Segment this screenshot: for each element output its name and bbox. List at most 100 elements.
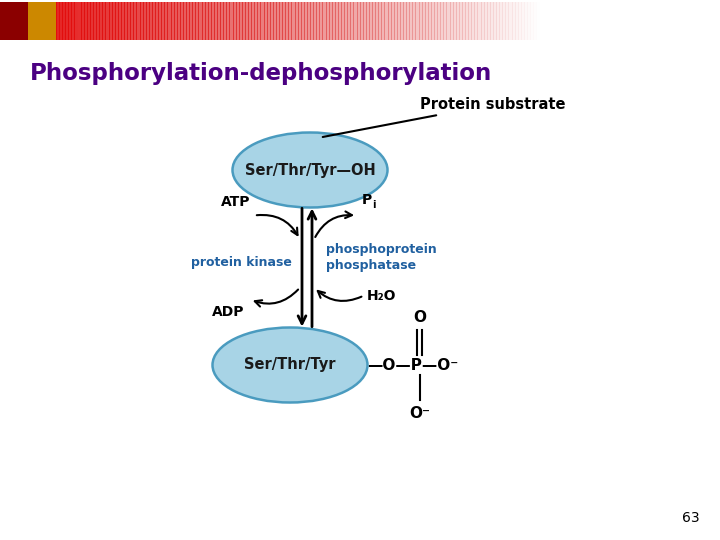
Bar [171, 2, 174, 40]
Bar [490, 2, 494, 40]
Bar [341, 2, 345, 40]
Bar [223, 2, 228, 40]
Bar [192, 2, 197, 40]
Bar [118, 2, 122, 40]
Bar [248, 2, 252, 40]
Bar [332, 2, 336, 40]
Text: protein kinase: protein kinase [191, 256, 292, 269]
Bar [220, 2, 224, 40]
Bar [363, 2, 366, 40]
Bar [180, 2, 184, 40]
Bar [468, 2, 472, 40]
Bar [140, 2, 143, 40]
Bar [508, 2, 513, 40]
Bar [471, 2, 475, 40]
Bar [0, 2, 4, 40]
Bar [437, 2, 441, 40]
Bar [480, 2, 485, 40]
Bar [319, 2, 323, 40]
Bar [74, 2, 78, 40]
Ellipse shape [233, 132, 387, 207]
Bar [608, 2, 612, 40]
Text: O⁻: O⁻ [409, 406, 430, 421]
Bar [539, 2, 544, 40]
Bar [230, 2, 233, 40]
Bar [145, 2, 150, 40]
Bar [28, 2, 56, 40]
Bar [186, 2, 190, 40]
Bar [279, 2, 283, 40]
Bar [592, 2, 596, 40]
Bar [536, 2, 541, 40]
Bar [59, 2, 63, 40]
Bar [328, 2, 333, 40]
Bar [233, 2, 237, 40]
Bar [90, 2, 94, 40]
Bar [43, 2, 48, 40]
Bar [415, 2, 420, 40]
Bar [434, 2, 438, 40]
Bar [251, 2, 255, 40]
Bar [149, 2, 153, 40]
Bar [167, 2, 171, 40]
Bar [81, 2, 85, 40]
Bar [294, 2, 299, 40]
Bar [409, 2, 413, 40]
Bar [601, 2, 606, 40]
Bar [595, 2, 599, 40]
Bar [555, 2, 559, 40]
Bar [121, 2, 125, 40]
Bar [313, 2, 318, 40]
Bar [378, 2, 382, 40]
Bar [354, 2, 358, 40]
Bar [446, 2, 451, 40]
Text: Protein substrate: Protein substrate [323, 97, 565, 137]
Text: ADP: ADP [212, 306, 244, 320]
Bar [78, 2, 81, 40]
Bar [542, 2, 546, 40]
Bar [582, 2, 587, 40]
Bar [511, 2, 516, 40]
Text: ATP: ATP [220, 195, 250, 210]
Bar [9, 2, 14, 40]
Bar [235, 2, 240, 40]
Bar [16, 2, 19, 40]
Bar [124, 2, 128, 40]
Bar [530, 2, 534, 40]
Bar [22, 2, 26, 40]
Bar [87, 2, 91, 40]
Bar [47, 2, 50, 40]
Bar [577, 2, 581, 40]
Text: Phosphorylation-dephosphorylation: Phosphorylation-dephosphorylation [30, 62, 492, 85]
Ellipse shape [212, 327, 367, 402]
Bar [214, 2, 218, 40]
Bar [62, 2, 66, 40]
Bar [304, 2, 308, 40]
Bar [0, 2, 28, 40]
Bar [202, 2, 206, 40]
Bar [325, 2, 330, 40]
Text: —O—P—O⁻: —O—P—O⁻ [367, 357, 459, 373]
Bar [382, 2, 385, 40]
Bar [254, 2, 258, 40]
Bar [552, 2, 556, 40]
Bar [534, 2, 537, 40]
Bar [344, 2, 348, 40]
Text: Ser/Thr/Tyr—OH: Ser/Thr/Tyr—OH [245, 163, 375, 178]
Bar [347, 2, 351, 40]
Bar [71, 2, 76, 40]
Bar [366, 2, 370, 40]
Bar [527, 2, 531, 40]
Bar [96, 2, 100, 40]
Bar [270, 2, 274, 40]
Bar [493, 2, 497, 40]
Bar [611, 2, 615, 40]
Bar [444, 2, 447, 40]
Bar [323, 2, 326, 40]
Bar [413, 2, 416, 40]
Bar [375, 2, 379, 40]
Bar [257, 2, 261, 40]
Bar [68, 2, 72, 40]
Bar [456, 2, 460, 40]
Bar [425, 2, 429, 40]
